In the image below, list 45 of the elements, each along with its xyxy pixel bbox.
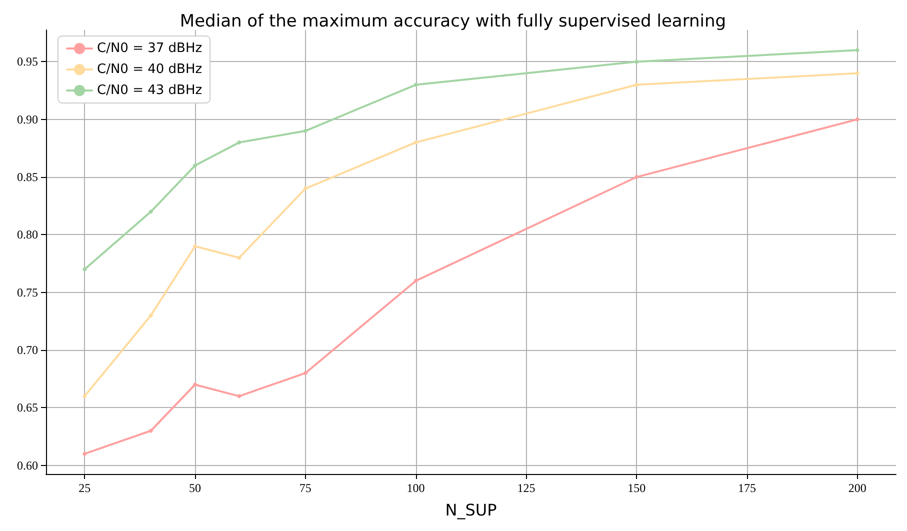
point (414, 140, 418, 144)
point (634, 60, 639, 64)
legend-label: C/N0 = 40 dBHz (97, 62, 202, 77)
y-tick-label: 0.60 (17, 458, 38, 472)
point (82, 267, 87, 272)
x-tick-label: 100 (406, 481, 425, 495)
point (303, 128, 308, 133)
y-tick-label: 0.85 (17, 170, 38, 184)
point (855, 48, 860, 52)
point (193, 382, 198, 387)
y-tick-label: 0.70 (17, 343, 38, 358)
point (303, 186, 308, 191)
point (855, 71, 860, 76)
legend-label: C/N0 = 37 dBHz (97, 41, 202, 56)
x-tick-label: 200 (848, 481, 866, 495)
point (193, 244, 198, 248)
x-tick-label: 125 (517, 481, 536, 495)
y-tick-label: 0.80 (17, 228, 38, 242)
point (634, 175, 639, 180)
x-tick-label: 25 (78, 481, 91, 495)
point (855, 117, 860, 122)
x-tick-label: 50 (189, 481, 202, 495)
x-axis-title: N_SUP (445, 500, 498, 520)
chart-title: Median of the maximum accuracy with fully supervised learning (180, 12, 726, 32)
point (148, 210, 153, 214)
point (237, 256, 242, 260)
point (148, 428, 153, 433)
point (148, 313, 153, 318)
point (303, 371, 308, 376)
y-tick-label: 0.90 (17, 112, 38, 126)
point (193, 164, 198, 168)
point (237, 140, 242, 144)
y-tick-label: 0.95 (17, 54, 38, 69)
point (82, 452, 87, 456)
point (414, 278, 418, 283)
point (82, 394, 87, 398)
y-tick-label: 0.75 (17, 285, 38, 300)
x-tick-label: 75 (299, 481, 312, 495)
x-tick-label: 175 (738, 481, 756, 495)
point (634, 82, 639, 87)
point (237, 394, 242, 398)
x-tick-label: 150 (628, 481, 646, 495)
point (414, 82, 418, 87)
legend-label: C/N0 = 43 dBHz (97, 83, 202, 98)
y-tick-label: 0.65 (17, 400, 38, 415)
